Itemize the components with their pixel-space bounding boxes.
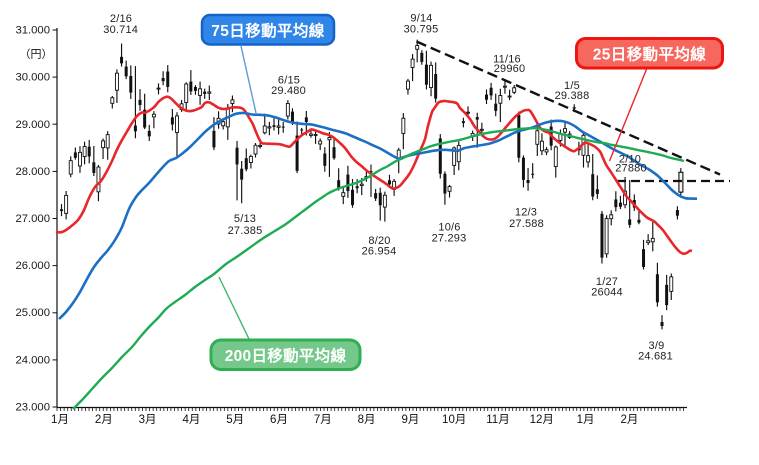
svg-text:29.388: 29.388: [555, 90, 590, 102]
svg-text:24.000: 24.000: [15, 354, 50, 366]
svg-text:26044: 26044: [591, 286, 623, 298]
svg-text:200日移動平均線: 200日移動平均線: [225, 346, 347, 365]
svg-text:5/13: 5/13: [234, 213, 256, 225]
svg-text:8月: 8月: [358, 414, 376, 426]
svg-text:29.000: 29.000: [15, 119, 50, 131]
svg-text:10月: 10月: [442, 414, 466, 426]
svg-text:2/16: 2/16: [110, 13, 132, 25]
svg-text:23.000: 23.000: [15, 402, 50, 414]
svg-text:12月: 12月: [530, 414, 554, 426]
svg-text:4月: 4月: [182, 414, 200, 426]
svg-text:10/6: 10/6: [438, 221, 460, 233]
svg-text:9月: 9月: [401, 414, 419, 426]
svg-text:27.588: 27.588: [509, 218, 544, 230]
svg-text:11/16: 11/16: [493, 53, 521, 65]
svg-text:1月: 1月: [577, 414, 595, 426]
svg-text:12/3: 12/3: [515, 206, 537, 218]
svg-text:3/9: 3/9: [649, 340, 665, 352]
svg-text:29960: 29960: [494, 63, 526, 75]
svg-text:28.000: 28.000: [15, 166, 50, 178]
svg-text:27.293: 27.293: [432, 232, 467, 244]
svg-text:2/10: 2/10: [619, 153, 641, 165]
svg-text:3月: 3月: [139, 414, 157, 426]
svg-text:31.000: 31.000: [15, 25, 50, 37]
svg-text:26.954: 26.954: [362, 245, 397, 257]
svg-text:（円）: （円）: [20, 48, 53, 61]
svg-text:2月: 2月: [95, 414, 113, 426]
svg-text:6月: 6月: [270, 414, 288, 426]
svg-text:26.000: 26.000: [15, 260, 50, 272]
svg-text:30.795: 30.795: [404, 23, 439, 35]
svg-text:8/20: 8/20: [368, 235, 390, 247]
svg-text:75日移動平均線: 75日移動平均線: [211, 21, 325, 40]
svg-text:2月: 2月: [620, 414, 638, 426]
svg-text:1/5: 1/5: [564, 80, 580, 92]
svg-text:30.714: 30.714: [103, 24, 138, 36]
svg-text:27.385: 27.385: [228, 225, 263, 237]
svg-text:27.000: 27.000: [15, 213, 50, 225]
svg-text:25日移動平均線: 25日移動平均線: [593, 45, 707, 64]
svg-text:25.000: 25.000: [15, 307, 50, 319]
svg-text:27880: 27880: [615, 162, 647, 174]
svg-text:5月: 5月: [226, 414, 244, 426]
svg-text:29.480: 29.480: [271, 85, 306, 97]
svg-text:24.681: 24.681: [638, 350, 673, 362]
svg-text:6/15: 6/15: [278, 74, 300, 86]
svg-text:1/27: 1/27: [596, 276, 618, 288]
svg-text:7月: 7月: [314, 414, 332, 426]
svg-text:1月: 1月: [51, 414, 69, 426]
svg-text:11月: 11月: [486, 414, 509, 426]
svg-text:9/14: 9/14: [410, 12, 432, 24]
svg-text:30.000: 30.000: [15, 72, 50, 84]
